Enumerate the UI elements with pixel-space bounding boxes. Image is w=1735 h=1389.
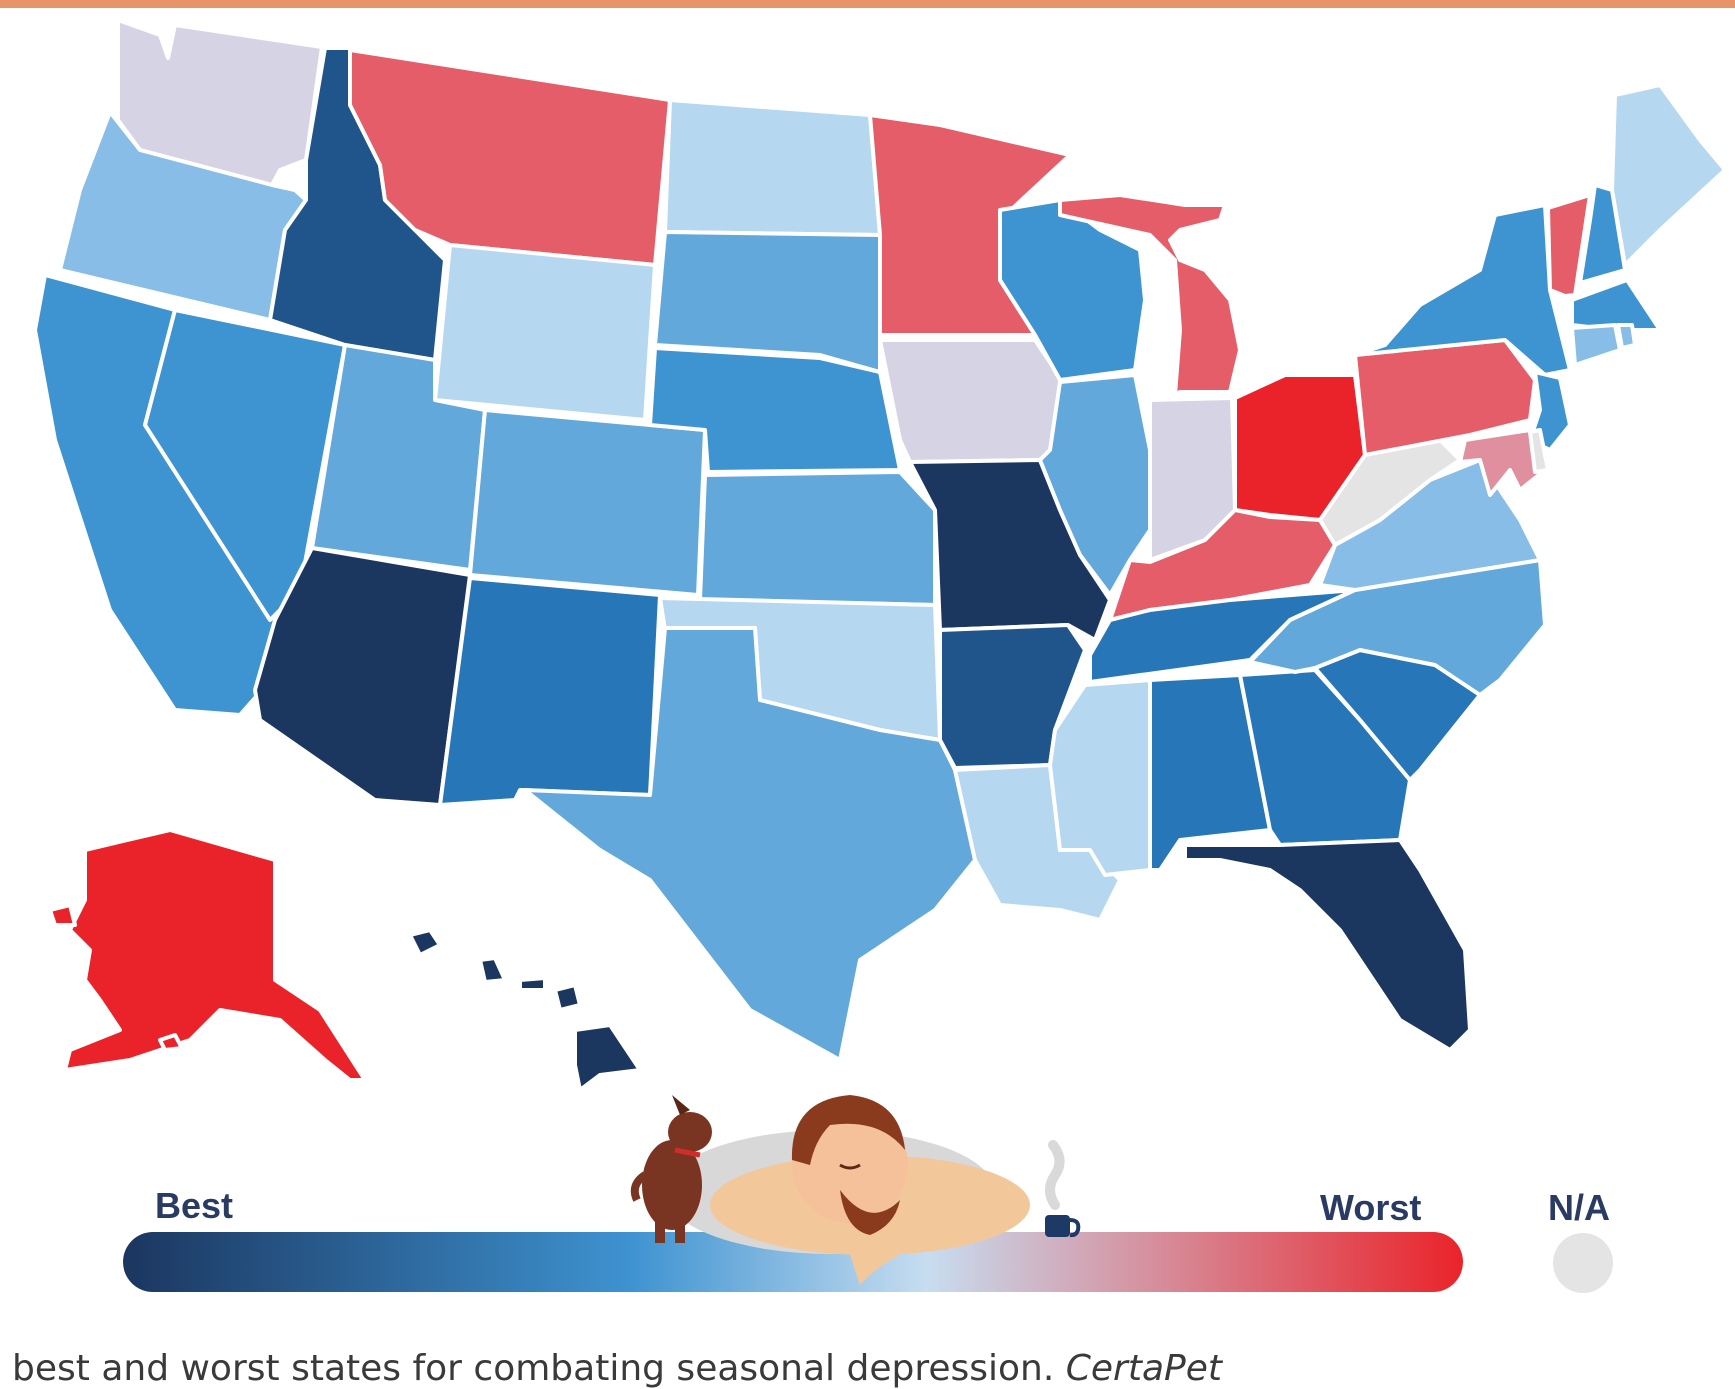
state-ma <box>1570 278 1662 332</box>
legend-na-label: N/A <box>1548 1187 1610 1228</box>
state-hi <box>553 983 582 1012</box>
state-hi <box>518 976 547 992</box>
legend-worst-label: Worst <box>1320 1187 1422 1228</box>
state-ak-island <box>48 903 77 927</box>
sleeping-person-illustration <box>665 1095 1030 1285</box>
state-hi <box>408 928 442 957</box>
state-fl <box>1183 838 1472 1052</box>
state-mi <box>1058 193 1242 397</box>
image-caption: best and worst states for combating seas… <box>12 1348 1222 1389</box>
state-wy <box>433 243 657 422</box>
top-accent-bar <box>0 0 1735 8</box>
state-de <box>1528 428 1550 474</box>
state-il <box>1038 373 1152 597</box>
state-ia <box>878 338 1072 464</box>
state-ri <box>1616 323 1637 350</box>
state-co <box>468 408 707 597</box>
state-ne <box>648 346 902 474</box>
state-ct <box>1570 323 1622 367</box>
state-vt <box>1546 193 1592 298</box>
state-tx <box>523 626 977 1062</box>
state-me <box>1610 83 1727 267</box>
state-hi <box>478 956 507 984</box>
state-mt <box>348 48 672 267</box>
state-nd <box>663 98 882 237</box>
dog-icon <box>630 1095 712 1243</box>
coffee-cup-icon <box>1045 1140 1081 1238</box>
caption-credit: CertaPet <box>1065 1348 1222 1389</box>
state-ks <box>698 470 937 607</box>
state-ak <box>63 828 367 1082</box>
legend-na-swatch <box>1553 1233 1613 1293</box>
states-layer <box>33 18 1727 1092</box>
caption-text: best and worst states for combating seas… <box>12 1348 1055 1389</box>
state-hi <box>573 1023 642 1092</box>
state-ms <box>1048 678 1152 877</box>
state-ak-island <box>158 1033 184 1052</box>
legend-best-label: Best <box>155 1185 234 1226</box>
state-nm <box>438 576 662 807</box>
legend-gradient-bar <box>123 1232 1463 1292</box>
